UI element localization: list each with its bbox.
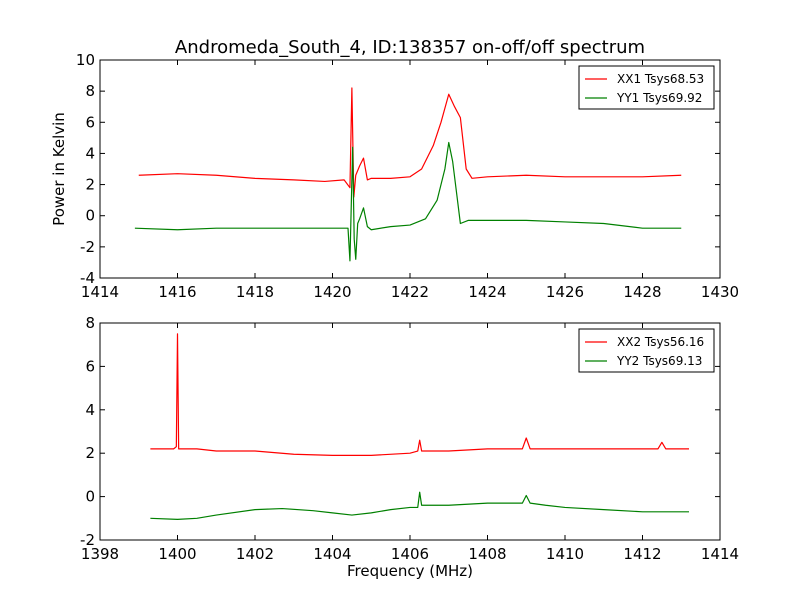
plot1-x-tick-label: 1398	[81, 545, 119, 563]
plot0-x-tick-label: 1424	[468, 283, 506, 301]
plot0-x-tick-label: 1428	[623, 283, 661, 301]
plot1-y-tick-label: 2	[85, 444, 95, 462]
plot1-x-tick-label: 1400	[158, 545, 196, 563]
plot1-legend-box	[578, 328, 715, 373]
plot1-series-line-2	[150, 491, 689, 520]
plot0-y-tick-label: 2	[85, 176, 95, 194]
plot0-x-tick-label: 1418	[236, 283, 274, 301]
plot1-x-axis-label: Frequency (MHz)	[347, 562, 473, 580]
plot0-y-tick-label: -2	[80, 238, 95, 256]
plot1-x-tick-label: 1404	[313, 545, 351, 563]
plot0-x-tick-label: 1414	[81, 283, 119, 301]
plot1-y-tick-label: 8	[85, 314, 95, 332]
plot1-y-tick-label: 0	[85, 488, 95, 506]
top-plot: 1414 1416 1418 1420 1422 1424 1426 1428 1430 -4 -2…	[50, 51, 739, 301]
plot0-y-tick-label: 0	[85, 207, 95, 225]
plot0-y-tick-label: 8	[85, 82, 95, 100]
plot1-x-tick-label: 1406	[391, 545, 429, 563]
bottom-plot: 1398 1400 1402 1404 1406 1408 1410 1412 1414 -2 0 2…	[80, 314, 739, 580]
plot1-x-tick-label: 1410	[546, 545, 584, 563]
plot1-x-tick-label: 1402	[236, 545, 274, 563]
plot0-legend-label-1: XX1 Tsys68.53	[617, 72, 704, 86]
plot0-x-tick-label: 1426	[546, 283, 584, 301]
plot0-y-tick-label: 4	[85, 144, 95, 162]
plot0-x-tick-label: 1430	[701, 283, 739, 301]
plot1-y-tick-label: -2	[80, 531, 95, 549]
plot1-legend-label-1: XX2 Tsys56.16	[617, 335, 704, 349]
plot0-series-line-2	[134, 141, 682, 262]
plot0-x-tick-label: 1416	[158, 283, 196, 301]
plot1-y-tick-label: 6	[85, 357, 95, 375]
plot0-x-tick-label: 1420	[313, 283, 351, 301]
chart-title: Andromeda_South_4, ID:138357 on-off/off …	[175, 37, 645, 58]
plot0-y-tick-label: 10	[76, 51, 95, 69]
plot0-legend-label-2: YY1 Tsys69.92	[616, 91, 702, 105]
plot0-series-line-1	[138, 87, 682, 198]
plot0-legend-box	[578, 65, 715, 110]
plot0-y-axis-label: Power in Kelvin	[50, 112, 68, 226]
plot1-series-line-1	[150, 333, 689, 456]
plot0-x-tick-label: 1422	[391, 283, 429, 301]
plot1-y-tick-label: 4	[85, 401, 95, 419]
plot0-y-tick-label: -4	[80, 269, 95, 287]
plot0-y-tick-label: 6	[85, 113, 95, 131]
plot1-legend-label-2: YY2 Tsys69.13	[616, 354, 702, 368]
plot1-x-tick-label: 1414	[701, 545, 739, 563]
plot1-x-tick-label: 1408	[468, 545, 506, 563]
plot1-x-tick-label: 1412	[623, 545, 661, 563]
